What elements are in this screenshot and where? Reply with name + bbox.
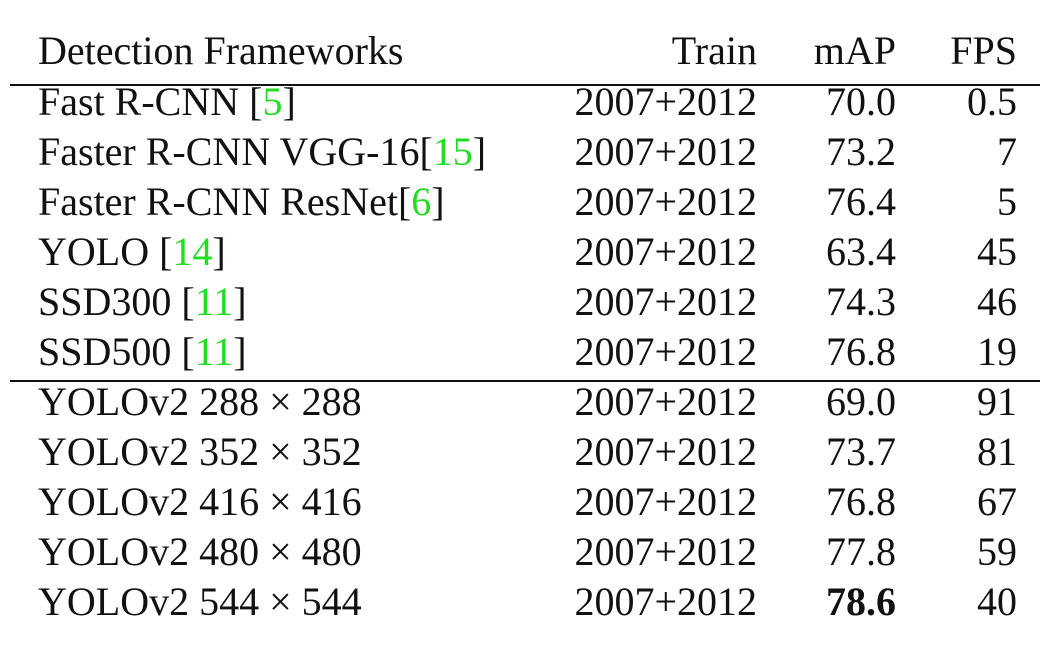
name-text: SSD300 [: [38, 279, 195, 324]
train-cell: 2007+2012: [574, 379, 757, 424]
citation: 11: [195, 279, 234, 324]
header-cell: Detection Frameworks: [38, 28, 403, 73]
map-cell: 74.3: [826, 279, 896, 324]
fps-cell: 40: [977, 579, 1017, 624]
map-cell: 63.4: [826, 229, 896, 274]
framework-name: SSD300 [11]: [38, 279, 247, 324]
framework-name: YOLOv2 480 × 480: [38, 529, 362, 574]
framework-name: Fast R-CNN [5]: [38, 79, 296, 124]
name-text: SSD500 [: [38, 329, 195, 374]
framework-name: Faster R-CNN ResNet[6]: [38, 179, 445, 224]
framework-name: YOLO [14]: [38, 229, 226, 274]
name-text: YOLO [: [38, 229, 172, 274]
framework-name: YOLOv2 352 × 352: [38, 429, 362, 474]
header-cell: mAP: [814, 28, 896, 73]
citation: 15: [433, 129, 473, 174]
train-cell: 2007+2012: [574, 179, 757, 224]
fps-cell: 5: [997, 179, 1017, 224]
name-text: YOLOv2 544 × 544: [38, 579, 362, 624]
map-cell: 73.7: [826, 429, 896, 474]
framework-name: Faster R-CNN VGG-16[15]: [38, 129, 486, 174]
train-cell: 2007+2012: [574, 429, 757, 474]
map-cell: 76.8: [826, 479, 896, 524]
name-text: ]: [212, 229, 225, 274]
name-text: ]: [473, 129, 486, 174]
framework-name: YOLOv2 288 × 288: [38, 379, 362, 424]
name-text: ]: [233, 329, 246, 374]
framework-name: SSD500 [11]: [38, 329, 247, 374]
citation: 5: [262, 79, 282, 124]
fps-cell: 0.5: [967, 79, 1017, 124]
train-cell: 2007+2012: [574, 279, 757, 324]
fps-cell: 46: [977, 279, 1017, 324]
train-cell: 2007+2012: [574, 479, 757, 524]
framework-name: YOLOv2 544 × 544: [38, 579, 362, 624]
name-text: Faster R-CNN ResNet[: [38, 179, 411, 224]
citation: 11: [195, 329, 234, 374]
name-text: YOLOv2 480 × 480: [38, 529, 362, 574]
map-cell: 73.2: [826, 129, 896, 174]
train-cell: 2007+2012: [574, 329, 757, 374]
map-cell: 76.8: [826, 329, 896, 374]
name-text: ]: [431, 179, 444, 224]
name-text: Fast R-CNN [: [38, 79, 262, 124]
fps-cell: 91: [977, 379, 1017, 424]
header-cell: Train: [672, 28, 757, 73]
fps-cell: 59: [977, 529, 1017, 574]
name-text: ]: [233, 279, 246, 324]
fps-cell: 81: [977, 429, 1017, 474]
header-cell: FPS: [950, 28, 1017, 73]
fps-cell: 67: [977, 479, 1017, 524]
train-cell: 2007+2012: [574, 529, 757, 574]
train-cell: 2007+2012: [574, 79, 757, 124]
citation: 6: [411, 179, 431, 224]
train-cell: 2007+2012: [574, 229, 757, 274]
map-cell: 70.0: [826, 79, 896, 124]
name-text: Faster R-CNN VGG-16[: [38, 129, 433, 174]
map-cell: 77.8: [826, 529, 896, 574]
map-cell: 78.6: [826, 579, 896, 624]
name-text: YOLOv2 416 × 416: [38, 479, 362, 524]
train-cell: 2007+2012: [574, 129, 757, 174]
name-text: ]: [282, 79, 295, 124]
framework-name: YOLOv2 416 × 416: [38, 479, 362, 524]
map-cell: 69.0: [826, 379, 896, 424]
fps-cell: 7: [997, 129, 1017, 174]
fps-cell: 19: [977, 329, 1017, 374]
name-text: YOLOv2 288 × 288: [38, 379, 362, 424]
map-cell: 76.4: [826, 179, 896, 224]
train-cell: 2007+2012: [574, 579, 757, 624]
name-text: YOLOv2 352 × 352: [38, 429, 362, 474]
fps-cell: 45: [977, 229, 1017, 274]
citation: 14: [172, 229, 212, 274]
